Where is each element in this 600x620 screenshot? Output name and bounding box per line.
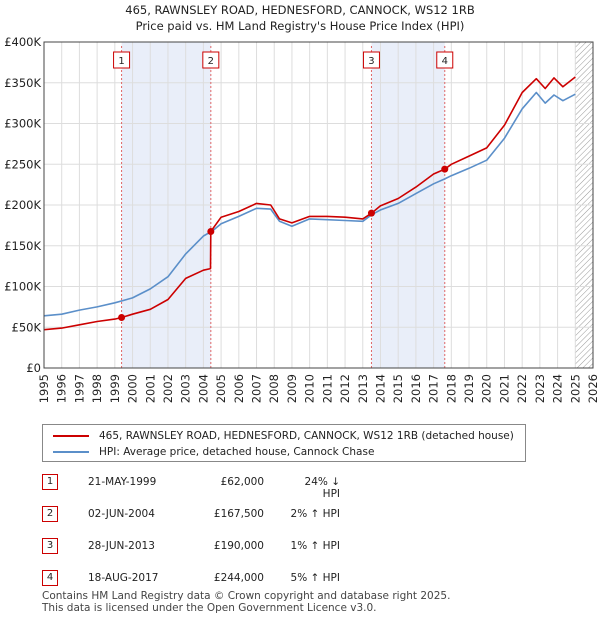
- chart-legend: 465, RAWNSLEY ROAD, HEDNESFORD, CANNOCK,…: [42, 424, 526, 462]
- y-tick-label: £50K: [12, 320, 42, 334]
- legend-item-hpi: HPI: Average price, detached house, Cann…: [53, 445, 374, 459]
- sale-label-box: [362, 51, 380, 69]
- sale-point: [367, 209, 375, 217]
- sale-price: £190,000: [213, 540, 264, 552]
- x-tick-label: 2004: [196, 374, 210, 403]
- sale-price: £62,000: [220, 476, 264, 488]
- sale-label-number: 2: [208, 56, 214, 67]
- legend-label-hpi: HPI: Average price, detached house, Cann…: [99, 446, 375, 458]
- x-tick-label: 2002: [161, 374, 175, 403]
- attribution-line-2: This data is licensed under the Open Gov…: [42, 602, 377, 614]
- sale-date: 02-JUN-2004: [88, 508, 155, 520]
- sale-number-badge: 1: [42, 474, 58, 490]
- sale-label-number: 3: [368, 56, 374, 67]
- chart-title: 465, RAWNSLEY ROAD, HEDNESFORD, CANNOCK,…: [125, 3, 475, 17]
- y-tick-label: £200K: [4, 198, 41, 212]
- x-tick-label: 1995: [37, 374, 51, 403]
- x-tick-label: 2023: [533, 374, 547, 403]
- sale-hpi-diff: 24% ↓ HPI: [304, 476, 340, 500]
- x-tick-label: 1997: [72, 374, 86, 403]
- sale-label-box: [436, 51, 454, 69]
- x-tick-label: 2006: [232, 374, 246, 403]
- sale-price: £244,000: [213, 572, 264, 584]
- sale-point: [118, 313, 126, 321]
- legend-label-property: 465, RAWNSLEY ROAD, HEDNESFORD, CANNOCK,…: [99, 430, 514, 442]
- x-tick-label: 2022: [515, 374, 529, 403]
- x-tick-label: 2020: [480, 374, 494, 403]
- x-tick-label: 2003: [179, 374, 193, 403]
- y-tick-label: £100K: [4, 280, 41, 294]
- sale-hpi-diff: 2% ↑ HPI: [290, 508, 340, 520]
- sale-label-box: [202, 51, 220, 69]
- sale-point: [207, 227, 215, 235]
- sale-label-number: 1: [118, 56, 124, 67]
- attribution-line-1: Contains HM Land Registry data © Crown c…: [42, 590, 451, 602]
- x-tick-label: 2021: [497, 374, 511, 403]
- sale-price: £167,500: [213, 508, 264, 520]
- sale-date: 21-MAY-1999: [88, 476, 157, 488]
- x-tick-label: 1998: [90, 374, 104, 403]
- series-line: [43, 76, 576, 331]
- sale-date: 28-JUN-2013: [88, 540, 155, 552]
- sale-date: 18-AUG-2017: [88, 572, 159, 584]
- x-tick-label: 2014: [373, 374, 387, 403]
- y-tick-label: £350K: [4, 76, 41, 90]
- price-chart: 465, RAWNSLEY ROAD, HEDNESFORD, CANNOCK,…: [4, 3, 600, 403]
- x-tick-label: 2026: [586, 374, 600, 403]
- x-tick-label: 2010: [303, 374, 317, 403]
- x-tick-label: 2000: [126, 374, 140, 403]
- x-tick-label: 2011: [320, 374, 334, 403]
- sale-hpi-diff: 1% ↑ HPI: [290, 540, 340, 552]
- series-line: [43, 91, 576, 317]
- x-tick-label: 2012: [338, 374, 352, 403]
- x-tick-label: 2015: [391, 374, 405, 403]
- table-row: 4 18-AUG-2017 £244,000 5% ↑ HPI: [42, 568, 462, 588]
- x-tick-label: 2024: [551, 374, 565, 403]
- x-tick-label: 2013: [356, 374, 370, 403]
- y-tick-label: £400K: [4, 35, 41, 49]
- sale-number-badge: 2: [42, 506, 58, 522]
- y-tick-label: £0: [26, 361, 41, 375]
- chart-subtitle: Price paid vs. HM Land Registry's House …: [136, 19, 465, 33]
- y-tick-label: £300K: [4, 117, 41, 131]
- sale-point: [441, 165, 449, 173]
- sale-number-badge: 3: [42, 538, 58, 554]
- y-tick-label: £150K: [4, 239, 41, 253]
- table-row: 3 28-JUN-2013 £190,000 1% ↑ HPI: [42, 536, 462, 556]
- y-tick-label: £250K: [4, 157, 41, 171]
- x-tick-label: 2007: [250, 374, 264, 403]
- x-tick-label: 1999: [108, 374, 122, 403]
- sale-number-badge: 4: [42, 570, 58, 586]
- x-tick-label: 2008: [267, 374, 281, 403]
- sale-label-number: 4: [442, 56, 448, 67]
- x-tick-label: 2019: [462, 374, 476, 403]
- x-tick-label: 1996: [55, 374, 69, 403]
- table-row: 2 02-JUN-2004 £167,500 2% ↑ HPI: [42, 504, 462, 524]
- sale-label-box: [113, 51, 131, 69]
- plot-border: [43, 41, 594, 369]
- x-tick-label: 2009: [285, 374, 299, 403]
- table-row: 1 21-MAY-1999 £62,000 24% ↓ HPI: [42, 472, 462, 500]
- legend-swatch-property: [53, 435, 89, 437]
- x-tick-label: 2001: [143, 374, 157, 403]
- x-tick-label: 2025: [568, 374, 582, 403]
- x-tick-label: 2016: [409, 374, 423, 403]
- legend-item-property: 465, RAWNSLEY ROAD, HEDNESFORD, CANNOCK,…: [53, 429, 514, 443]
- x-tick-label: 2018: [444, 374, 458, 403]
- attribution-footer: Contains HM Land Registry data © Crown c…: [42, 590, 450, 614]
- sale-hpi-diff: 5% ↑ HPI: [290, 572, 340, 584]
- legend-swatch-hpi: [53, 451, 89, 453]
- x-tick-label: 2017: [427, 374, 441, 403]
- x-tick-label: 2005: [214, 374, 228, 403]
